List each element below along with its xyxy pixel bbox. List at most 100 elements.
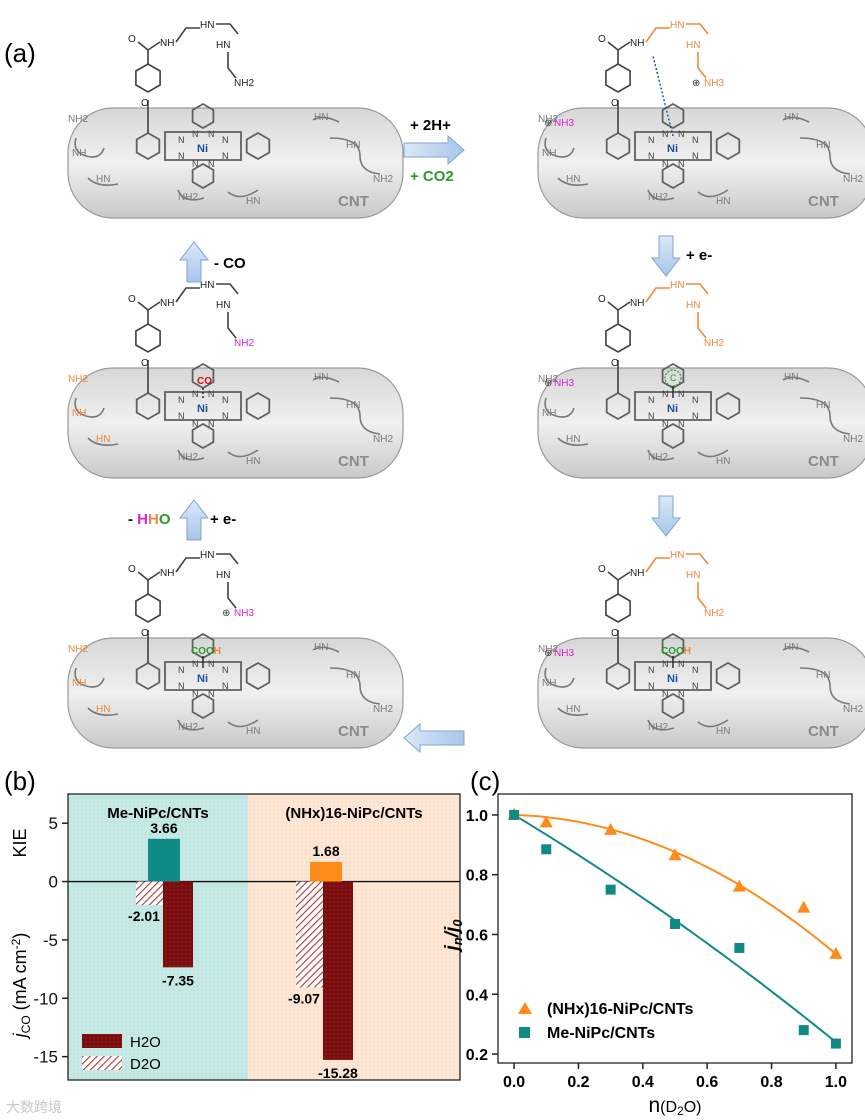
legend-label-me: Me-NiPc/CNTs bbox=[547, 1025, 655, 1042]
legend-swatch-d2o bbox=[82, 1056, 122, 1070]
pc-benzo-left bbox=[605, 391, 631, 421]
pc-benzo-bottom bbox=[661, 422, 685, 450]
amine-hn-bottom: HN bbox=[246, 196, 260, 207]
amine-hn-right-2: HN bbox=[346, 140, 360, 151]
carboxyl-ligand: COOH bbox=[661, 646, 691, 657]
polyamine-terminal-amine: NH3 bbox=[234, 608, 254, 619]
amine-hn-bottom: HN bbox=[716, 196, 730, 207]
pc-nitrogen: N bbox=[662, 659, 669, 669]
step-label-add-electron-2: + e- bbox=[210, 511, 236, 528]
pc-nitrogen: N bbox=[662, 689, 669, 699]
polyamine-hn-1: HN bbox=[200, 550, 214, 561]
pc-nitrogen: N bbox=[662, 419, 669, 429]
carboxyl-h: H bbox=[684, 646, 691, 657]
arrow-right-top bbox=[403, 134, 465, 166]
pc-nitrogen: N bbox=[692, 411, 699, 421]
amide-bond bbox=[147, 41, 161, 64]
linker-phenyl bbox=[605, 593, 631, 623]
point-me bbox=[509, 809, 520, 820]
pc-nitrogen: N bbox=[178, 665, 185, 675]
carbonyl-oxygen: O bbox=[598, 294, 606, 305]
amine-arm-left bbox=[544, 137, 575, 158]
pc-benzo-right bbox=[245, 661, 271, 691]
pc-nitrogen: N bbox=[678, 389, 685, 399]
amide-bond bbox=[147, 301, 161, 324]
amide-bond bbox=[147, 571, 161, 594]
amine-arm-left-2 bbox=[557, 177, 589, 186]
terminal-charge: ⊕ bbox=[692, 78, 700, 89]
amine-hn-right-2: HN bbox=[346, 670, 360, 681]
amine-arm-right bbox=[799, 397, 851, 435]
point-me bbox=[541, 844, 552, 855]
y-tick-label: -5 bbox=[43, 931, 58, 950]
y-tick-label: 0.2 bbox=[466, 1047, 488, 1064]
pc-core bbox=[164, 131, 242, 161]
pc-nitrogen: N bbox=[648, 681, 655, 691]
carbonyl-oxygen: O bbox=[128, 564, 136, 575]
pc-nitrogen: N bbox=[662, 389, 669, 399]
y-tick-label: -15 bbox=[33, 1048, 58, 1067]
amine-nh2-bottom: NH2 bbox=[178, 452, 198, 463]
positive-charge: ⊕ bbox=[544, 648, 552, 659]
y-tick-label: -10 bbox=[33, 989, 58, 1008]
pc-benzo-left bbox=[605, 661, 631, 691]
amine-nh2-bottom: NH2 bbox=[178, 192, 198, 203]
polyamine-terminal-amine: NH2 bbox=[234, 338, 254, 349]
amine-arm-top-right bbox=[782, 646, 810, 653]
y-axis-units: (mA cm bbox=[10, 949, 30, 1015]
carbonyl-bond bbox=[607, 301, 619, 311]
pc-nitrogen: N bbox=[662, 129, 669, 139]
amine-arm-top-right bbox=[312, 376, 340, 383]
bar-d2o bbox=[296, 881, 324, 988]
amine-nh-left: NH bbox=[542, 148, 556, 159]
pc-core bbox=[164, 661, 242, 691]
amine-hn-right: HN bbox=[784, 112, 798, 123]
nickel-center: Ni bbox=[197, 143, 208, 155]
amine-arm-top-right bbox=[312, 646, 340, 653]
ether-oxygen: O bbox=[611, 98, 619, 109]
legend-swatch-h2o bbox=[82, 1034, 122, 1048]
plot-frame bbox=[67, 793, 461, 1081]
amine-nh2-right: NH2 bbox=[843, 174, 863, 185]
data-label-d2o: -9.07 bbox=[288, 990, 320, 1006]
amine-hn-right: HN bbox=[784, 642, 798, 653]
panel-a-label: (a) bbox=[4, 38, 36, 68]
nickel-center: Ni bbox=[667, 143, 678, 155]
co2-carbon: C bbox=[670, 373, 677, 383]
amine-arm-bottom bbox=[647, 449, 675, 461]
pc-nitrogen: N bbox=[208, 659, 215, 669]
cnt-label: CNT bbox=[808, 453, 839, 470]
amine-hn-bottom: HN bbox=[716, 456, 730, 467]
pc-nitrogen: N bbox=[222, 411, 229, 421]
pc-nitrogen: N bbox=[222, 135, 229, 145]
y-axis-0: 0 bbox=[450, 919, 465, 927]
polyamine-hn-2: HN bbox=[686, 40, 700, 51]
x-tick-label: 0.2 bbox=[567, 1074, 589, 1091]
amine-nh2-left: NH2 bbox=[68, 114, 88, 125]
pc-nitrogen: N bbox=[222, 665, 229, 675]
polyamine-chain-1 bbox=[175, 287, 200, 303]
panel-b-label: (b) bbox=[4, 766, 36, 796]
amide-nh: NH bbox=[630, 298, 644, 309]
carboxyl-ligand: COOH bbox=[191, 646, 221, 657]
pc-nitrogen: N bbox=[678, 419, 685, 429]
pc-benzo-left bbox=[135, 391, 161, 421]
y-axis-j: j bbox=[10, 1032, 30, 1040]
amine-arm-left bbox=[544, 397, 575, 418]
polyamine-hn-2: HN bbox=[216, 300, 230, 311]
amine-arm-top-right bbox=[782, 376, 810, 383]
amide-nh: NH bbox=[630, 568, 644, 579]
pc-nitrogen: N bbox=[192, 389, 199, 399]
cnt-label: CNT bbox=[338, 453, 369, 470]
cnt-tube bbox=[537, 107, 865, 219]
amine-arm-left-2 bbox=[87, 437, 119, 446]
pc-nitrogen: N bbox=[192, 659, 199, 669]
legend-marker-nhx bbox=[518, 1002, 532, 1014]
y-tick-label: 1.0 bbox=[466, 808, 488, 825]
pc-benzo-right bbox=[715, 391, 741, 421]
amine-nh2-left: NH2 bbox=[538, 114, 558, 125]
legend-label-h2o: H2O bbox=[130, 1034, 161, 1051]
